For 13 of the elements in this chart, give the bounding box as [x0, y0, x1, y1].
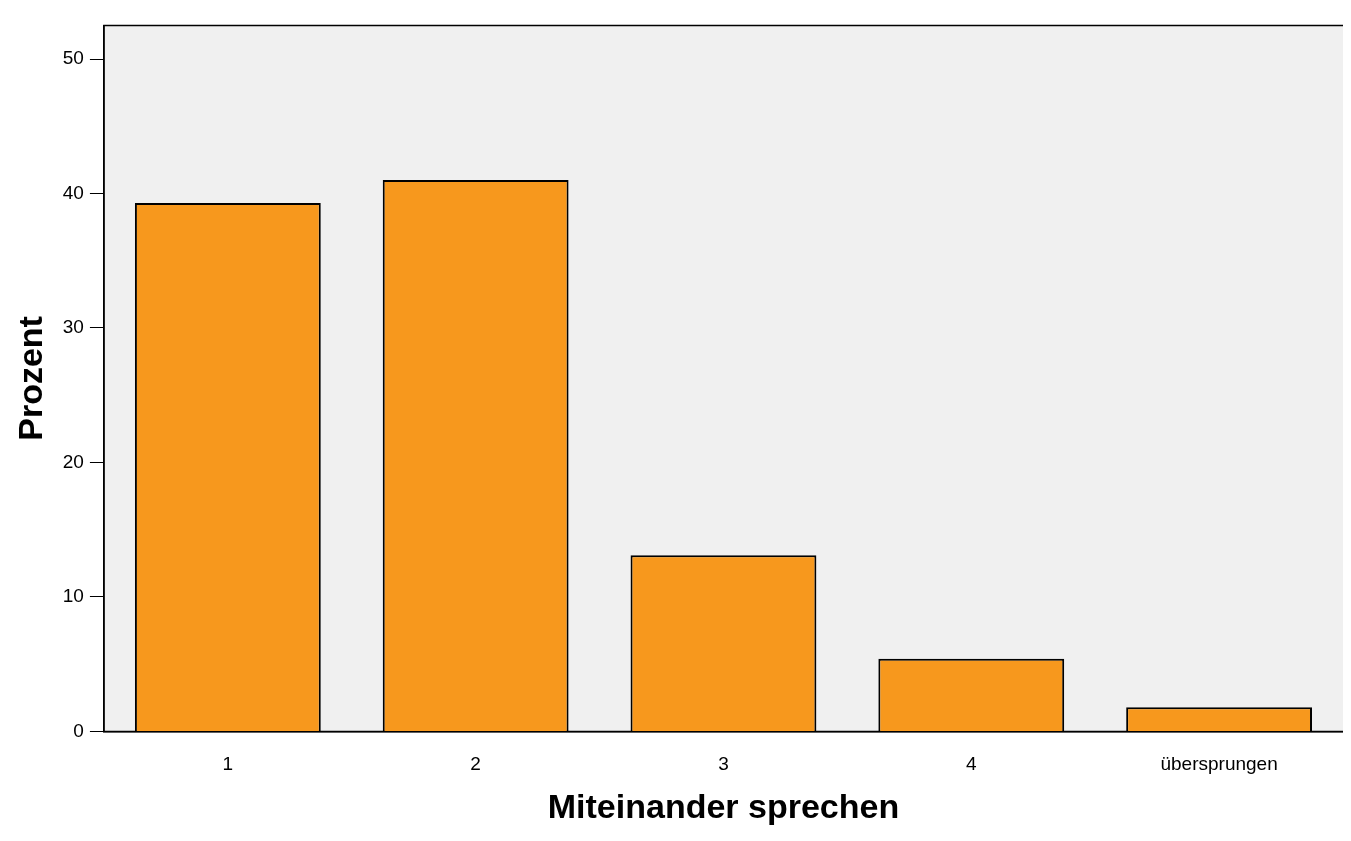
x-tick-label: 1 [222, 753, 234, 775]
y-tick-label: 20 [62, 450, 84, 472]
y-axis-title: Prozent [10, 316, 49, 441]
x-tick-label: 3 [718, 753, 729, 775]
x-axis-title: Miteinander sprechen [547, 786, 900, 825]
y-tick-label: 30 [62, 316, 84, 338]
x-tick-label: 4 [965, 753, 977, 775]
x-tick-label: übersprungen [1160, 753, 1278, 775]
y-tick-label: 0 [73, 719, 84, 741]
y-tick-label: 10 [62, 585, 84, 607]
x-tick-label: 2 [470, 753, 481, 775]
y-tick-label: 50 [62, 47, 84, 69]
y-tick-label: 40 [62, 181, 84, 203]
